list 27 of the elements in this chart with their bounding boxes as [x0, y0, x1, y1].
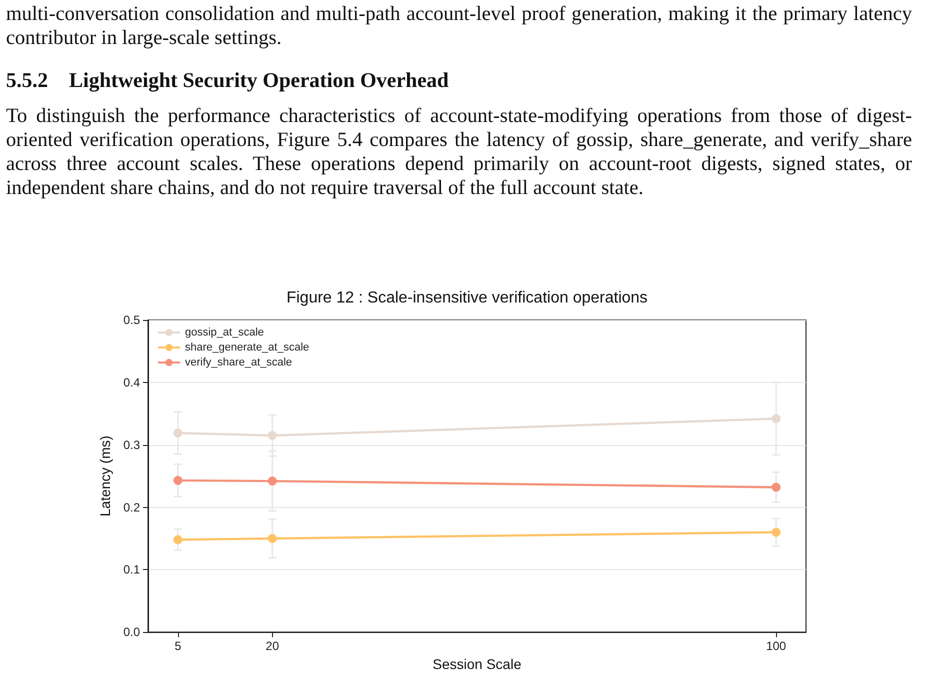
- y-tick-label: 0.0: [123, 625, 140, 640]
- text: To distinguish the performance characteristics of account-state-modifying operations from those of digest-oriented verification operations, Figure 5.4 compares the latency of gossip, share_generate, and verify_share across three account scales. These operations depend primarily on account-root digests, signed states, or independent share chains, and do not require traversal of the full account state.: [6, 104, 912, 200]
- legend-label: share_generate_at_scale: [185, 342, 310, 354]
- x-tick-label: 20: [266, 639, 280, 654]
- point: [173, 535, 182, 544]
- point: [173, 476, 182, 485]
- point: [268, 476, 277, 486]
- text: multi-conversation consolidation and multi-path account-level proof generation, making it the primary latency contributor in large-scale settings.: [6, 2, 912, 50]
- point: [173, 428, 182, 438]
- y-tick-label: 0.2: [123, 500, 140, 514]
- x-axis-title: Session Scale: [432, 656, 522, 672]
- x-tick-label: 100: [766, 639, 786, 654]
- y-axis-title: Latency (ms): [97, 436, 113, 517]
- point: [772, 414, 781, 424]
- point: [772, 482, 781, 492]
- legend-label: gossip_at_scale: [185, 326, 264, 338]
- y-tick-label: 0.3: [123, 438, 140, 452]
- y-tick-label: 0.5: [123, 313, 140, 327]
- text: 5.5.2 Lightweight Security Operation Overhead: [6, 68, 450, 92]
- x-tick-label: 5: [174, 639, 182, 654]
- point: [772, 528, 781, 537]
- y-tick-label: 0.4: [123, 375, 140, 390]
- point: [268, 534, 277, 543]
- point: [268, 430, 277, 440]
- y-tick-label: 0.1: [123, 562, 140, 577]
- chart-title: Figure 12 : Scale-insensitive verification operations: [286, 290, 648, 306]
- legend-label: verify_share_at_scale: [185, 356, 292, 368]
